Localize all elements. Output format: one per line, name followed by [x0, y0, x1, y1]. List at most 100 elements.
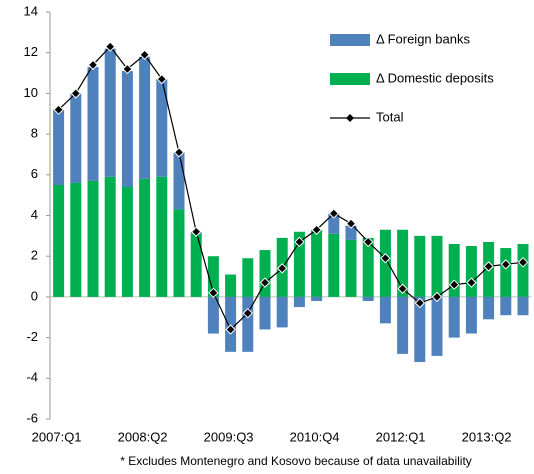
total-marker: [225, 324, 236, 335]
total-marker: [190, 226, 202, 237]
bar: [259, 296, 271, 330]
y-tick-label: 6: [31, 166, 38, 181]
bar: [483, 296, 495, 320]
total-marker: [517, 257, 529, 268]
bar: [293, 296, 305, 308]
total-marker: [294, 236, 305, 248]
total-marker: [208, 287, 219, 299]
total-line: [58, 45, 524, 331]
bar: [207, 256, 219, 297]
bar: [414, 296, 426, 363]
total-marker: [380, 253, 391, 264]
total-marker: [362, 236, 374, 248]
x-tick-label: 2008:Q2: [118, 429, 168, 444]
total-marker: [259, 277, 271, 288]
bar: [397, 229, 409, 297]
total-marker: [156, 73, 168, 85]
bar: [70, 182, 82, 297]
bar: [259, 250, 271, 297]
x-tick-label: 2007:Q1: [32, 429, 82, 444]
y-tick-label: -6: [26, 410, 38, 425]
bar: [121, 71, 133, 188]
bar: [276, 296, 288, 328]
bar: [328, 213, 340, 234]
bar: [53, 109, 65, 185]
total-marker: [242, 307, 254, 319]
total-marker: [483, 261, 494, 272]
legend-label: Δ Foreign banks: [376, 31, 470, 46]
x-tick-label: 2013:Q2: [462, 429, 512, 444]
total-marker: [448, 279, 460, 290]
bar: [70, 93, 82, 183]
total-marker: [104, 41, 116, 52]
legend-swatch: [330, 73, 370, 85]
legend-label: Total: [376, 109, 404, 124]
bar: [225, 274, 237, 297]
total-marker: [328, 208, 340, 219]
x-tick-label: 2010:Q4: [290, 429, 340, 444]
total-marker: [173, 147, 185, 158]
legend-label: Δ Domestic deposits: [376, 70, 494, 85]
bar: [414, 235, 426, 297]
bar: [121, 187, 133, 297]
bar: [517, 296, 529, 316]
bar: [465, 246, 477, 297]
total-marker: [500, 259, 512, 270]
bar: [156, 176, 168, 297]
bar: [87, 66, 99, 181]
bar: [139, 56, 151, 179]
total-marker: [122, 63, 133, 75]
total-marker: [276, 263, 288, 274]
bar: [345, 225, 357, 240]
y-tick-label: 14: [24, 3, 38, 18]
y-tick-label: -4: [26, 370, 38, 385]
legend-swatch: [330, 34, 370, 46]
y-tick-label: 2: [31, 248, 38, 263]
bar: [311, 296, 323, 301]
bar: [379, 296, 391, 324]
total-marker: [311, 224, 322, 235]
bar: [345, 239, 357, 297]
bar: [139, 178, 151, 297]
y-tick-label: 8: [31, 126, 38, 141]
total-marker: [414, 297, 426, 309]
y-tick-label: 12: [24, 44, 38, 59]
bar: [328, 233, 340, 297]
total-marker: [345, 218, 357, 229]
bar: [500, 248, 512, 297]
bar: [242, 296, 254, 352]
x-tick-label: 2009:Q3: [204, 429, 254, 444]
total-marker: [466, 277, 477, 288]
legend-marker: [346, 114, 354, 122]
bar: [242, 258, 254, 297]
bar: [207, 296, 219, 334]
bar: [104, 48, 116, 177]
bar: [431, 296, 443, 356]
bar: [397, 296, 409, 354]
bar: [431, 235, 443, 297]
bar: [362, 296, 374, 301]
bar: [311, 229, 323, 297]
y-tick-label: 10: [24, 85, 38, 100]
footnote: * Excludes Montenegro and Kosovo because…: [120, 454, 472, 468]
y-tick-label: 4: [31, 207, 38, 222]
total-marker: [87, 59, 99, 71]
bar: [448, 243, 460, 297]
bar: [104, 176, 116, 297]
bar: [293, 231, 305, 297]
bar: [87, 180, 99, 297]
total-marker: [397, 283, 408, 294]
bar: [173, 209, 185, 297]
bar: [190, 233, 202, 297]
bar: [500, 296, 512, 316]
bar: [448, 296, 460, 338]
y-tick-label: 0: [31, 288, 38, 303]
total-marker: [139, 49, 150, 60]
bar: [465, 296, 477, 334]
bar: [156, 79, 168, 177]
total-marker: [431, 291, 443, 303]
bar: [173, 152, 185, 210]
bar: [362, 237, 374, 297]
x-tick-label: 2012:Q1: [376, 429, 426, 444]
